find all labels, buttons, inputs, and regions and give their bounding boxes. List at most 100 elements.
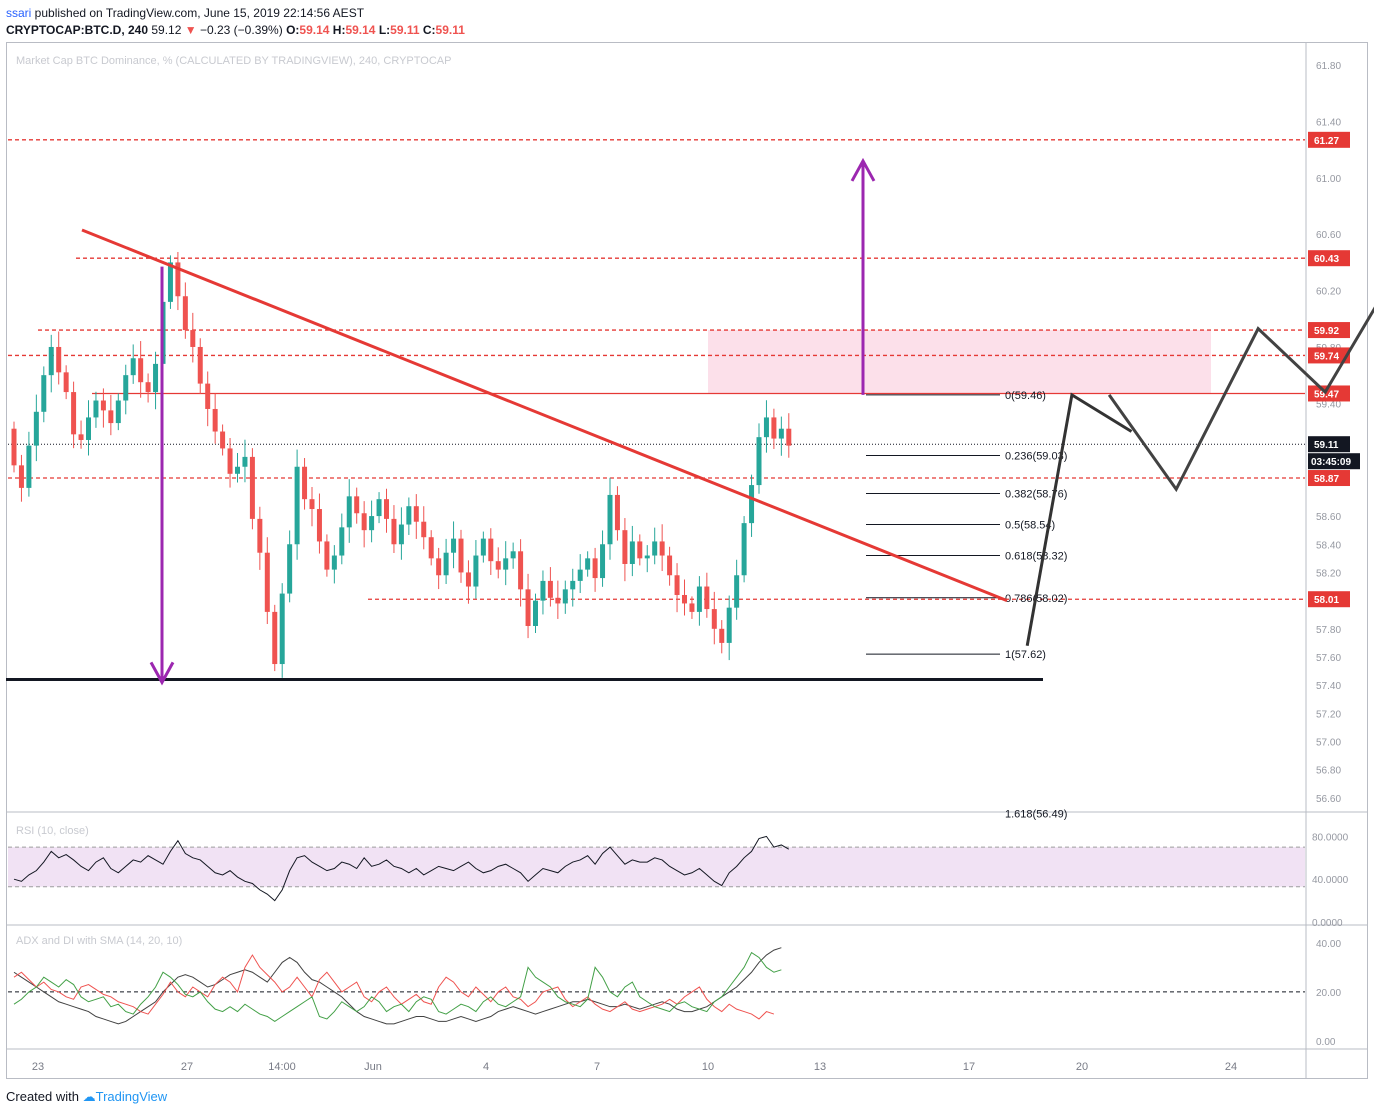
candle: [220, 424, 226, 456]
candle: [302, 458, 308, 510]
candle: [756, 423, 762, 494]
price-level-badge: [1308, 591, 1350, 608]
countdown-badge: [1308, 453, 1360, 470]
resistance-zone: [708, 330, 1211, 394]
candle-body: [279, 593, 285, 665]
rsi-band: [8, 847, 1305, 887]
close-value: 59.11: [435, 23, 465, 37]
candle-body: [436, 558, 442, 576]
rsi-y-tick: 80.0000: [1312, 832, 1349, 843]
candle: [391, 505, 397, 553]
y-tick-label: 57.80: [1316, 625, 1341, 636]
candle-body: [443, 552, 449, 576]
candle-body: [413, 506, 419, 522]
candle: [614, 486, 620, 541]
fib-level-label: 1.618(56.49): [1005, 808, 1067, 820]
candle-body: [249, 456, 255, 519]
candle-body: [145, 382, 151, 393]
candle: [41, 366, 47, 423]
candle: [600, 530, 606, 587]
rsi-line: [13, 835, 790, 902]
candle-body: [644, 555, 650, 559]
candle-body: [331, 555, 337, 570]
candle: [585, 551, 591, 577]
candle-body: [197, 346, 203, 384]
candle: [33, 394, 39, 462]
candle: [659, 524, 665, 572]
candle-body: [495, 561, 501, 570]
y-tick-label: 60.20: [1316, 287, 1341, 298]
footer-prefix: Created with: [6, 1089, 79, 1104]
rsi-title: RSI (10, close): [16, 825, 89, 837]
candle-body: [18, 465, 24, 488]
candle: [249, 448, 255, 530]
x-tick-label: 4: [483, 1061, 489, 1073]
candle: [540, 570, 546, 615]
symbol-label[interactable]: CRYPTOCAP:BTC.D, 240: [6, 23, 149, 37]
countdown-label: 03:45:09: [1311, 457, 1351, 468]
candle: [361, 501, 367, 548]
candle: [369, 500, 375, 543]
price-level-label: 58.01: [1314, 595, 1339, 606]
candle-body: [547, 580, 553, 598]
candle-body: [465, 572, 471, 587]
candle: [130, 344, 136, 384]
adx-series-line: [13, 947, 782, 1025]
y-tick-label: 57.00: [1316, 738, 1341, 749]
x-tick-label: 7: [594, 1061, 600, 1073]
candle-body: [212, 408, 218, 432]
candle-body: [525, 589, 531, 626]
candle: [235, 452, 240, 483]
y-tick-label: 61.40: [1316, 118, 1341, 129]
candle-body: [406, 506, 412, 525]
rsi-y-tick: 0.0000: [1312, 918, 1343, 929]
high-value: 59.14: [345, 23, 376, 37]
author-link[interactable]: ssari: [6, 6, 32, 20]
y-tick-label: 59.40: [1316, 399, 1341, 410]
candle: [622, 518, 628, 582]
candle-body: [570, 580, 576, 590]
candle: [212, 393, 218, 444]
candle: [443, 538, 449, 584]
candle-body: [704, 586, 710, 610]
candle-body: [361, 513, 367, 531]
x-tick-label: 24: [1225, 1061, 1237, 1073]
candle: [86, 400, 91, 456]
candle-body: [316, 509, 322, 542]
candle: [704, 572, 710, 618]
candle-body: [376, 499, 382, 517]
candle: [570, 568, 576, 607]
candle: [123, 364, 129, 415]
candle: [346, 479, 352, 543]
candle: [674, 563, 680, 613]
candle: [480, 531, 486, 563]
candle: [182, 282, 188, 339]
candle: [257, 506, 263, 570]
last-price-label: 59.11: [1314, 440, 1339, 451]
candle: [592, 547, 598, 592]
candle-body: [607, 494, 613, 545]
publish-text: published on TradingView.com, June 15, 2…: [31, 6, 365, 20]
candle-body: [227, 448, 233, 474]
candle: [331, 545, 337, 584]
down-arrow-head: [149, 661, 175, 686]
price-change: −0.23 (−0.39%): [199, 23, 283, 37]
x-tick-label: 23: [32, 1061, 44, 1073]
candle: [436, 547, 442, 590]
candle: [18, 454, 24, 502]
candle: [607, 477, 613, 560]
y-tick-label: 57.40: [1316, 681, 1341, 692]
candle: [763, 400, 769, 453]
footer-brand[interactable]: TradingView: [95, 1089, 168, 1104]
candle-body: [480, 538, 486, 556]
candle: [637, 534, 643, 566]
candle-body: [287, 544, 293, 594]
candle: [786, 413, 792, 458]
fib-level-label: 0(59.46): [1005, 390, 1046, 402]
candle: [205, 371, 211, 427]
candle-body: [659, 541, 665, 556]
candle-body: [100, 400, 106, 411]
candle-body: [384, 499, 389, 519]
candle: [696, 576, 702, 626]
